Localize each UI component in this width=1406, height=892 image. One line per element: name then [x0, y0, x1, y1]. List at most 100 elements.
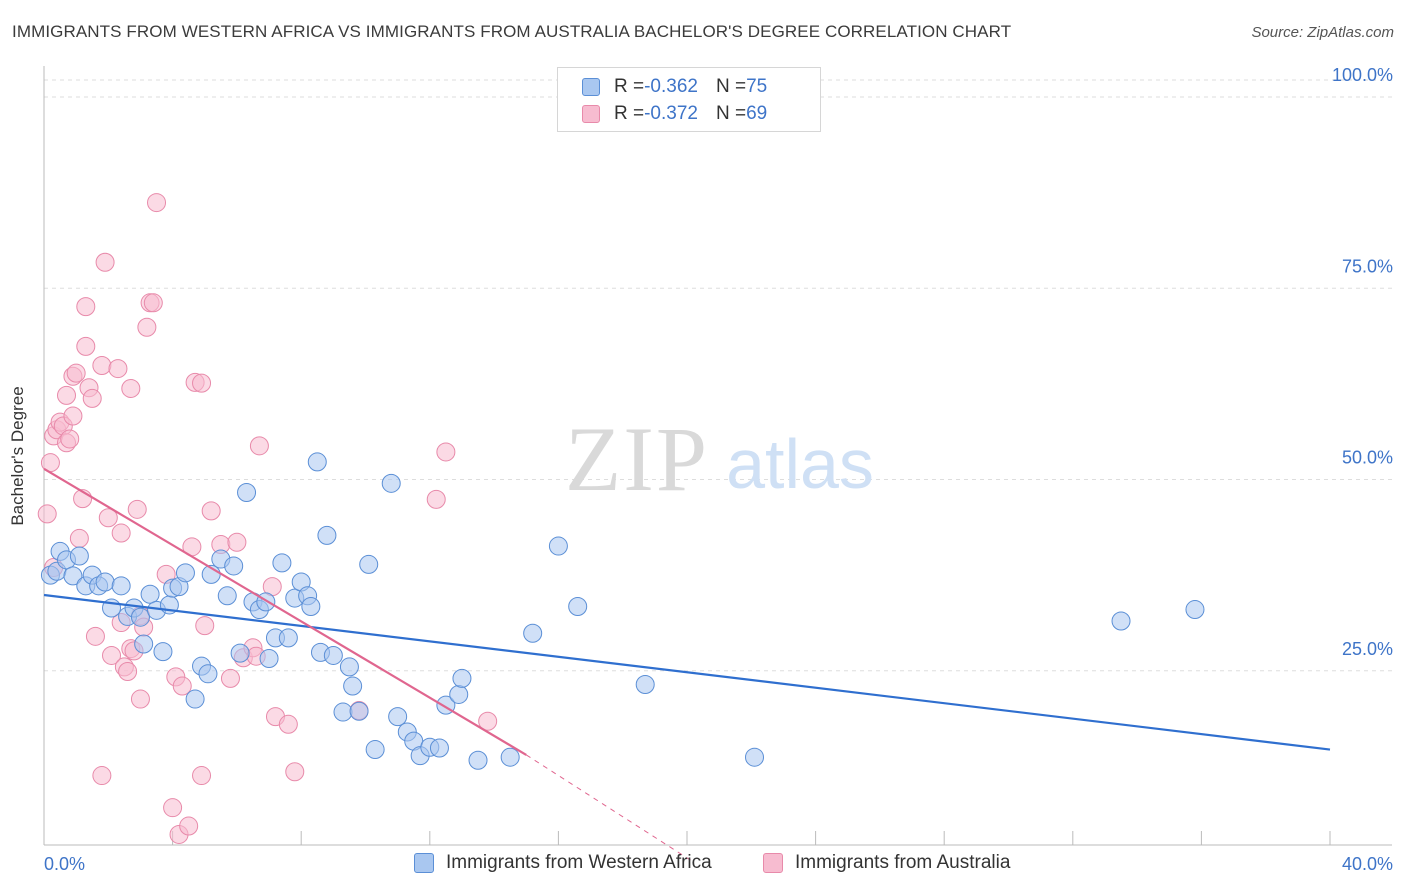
- legend-n-label: N =: [715, 103, 747, 124]
- series-western-africa-points: [40, 452, 1205, 770]
- bottom-legend-swatch-pink: [763, 853, 783, 873]
- data-point-western-africa: [381, 473, 401, 493]
- watermark-zip: ZIP: [565, 408, 709, 510]
- data-point-western-africa: [230, 643, 250, 663]
- data-point-western-africa: [237, 483, 257, 503]
- data-point-western-africa: [63, 566, 83, 586]
- data-point-western-africa: [1111, 611, 1131, 631]
- legend-r-label: R =: [614, 76, 645, 97]
- data-point-australia: [57, 385, 77, 405]
- data-point-australia: [92, 356, 112, 376]
- legend-r-label: R =: [614, 103, 645, 124]
- data-point-australia: [172, 676, 192, 696]
- y-tick-label: 100.0%: [1332, 65, 1393, 85]
- data-point-australia: [143, 293, 163, 313]
- data-point-western-africa: [1185, 600, 1205, 620]
- legend-r-value: -0.372: [644, 103, 698, 124]
- data-point-western-africa: [153, 642, 173, 662]
- trend-line-western-africa: [43, 593, 1331, 751]
- data-point-australia: [227, 532, 247, 552]
- data-point-western-africa: [175, 563, 195, 583]
- legend-n-value: 75: [746, 76, 768, 97]
- data-point-australia: [163, 798, 183, 818]
- data-point-western-africa: [278, 628, 298, 648]
- data-point-western-africa: [307, 452, 327, 472]
- data-point-australia: [436, 442, 456, 462]
- data-point-western-africa: [452, 668, 472, 688]
- data-point-western-africa: [568, 596, 588, 616]
- data-point-western-africa: [429, 738, 449, 758]
- data-point-western-africa: [500, 747, 520, 767]
- data-point-western-africa: [339, 657, 359, 677]
- data-point-australia: [285, 762, 305, 782]
- data-point-australia: [98, 508, 118, 528]
- legend-swatch-blue: [582, 78, 600, 96]
- data-point-australia: [137, 317, 157, 337]
- data-point-western-africa: [217, 586, 237, 606]
- y-tick-label: 25.0%: [1342, 639, 1393, 659]
- data-point-western-africa: [365, 740, 385, 760]
- legend-n-label: N =: [715, 76, 747, 97]
- data-point-australia: [118, 662, 138, 682]
- data-point-australia: [192, 766, 212, 786]
- data-point-australia: [82, 388, 102, 408]
- data-point-western-africa: [523, 623, 543, 643]
- data-point-australia: [278, 714, 298, 734]
- correlation-legend: R = -0.362 N = 75 R = -0.372 N = 69: [557, 67, 821, 132]
- chart-title: IMMIGRANTS FROM WESTERN AFRICA VS IMMIGR…: [12, 22, 1012, 41]
- data-point-western-africa: [323, 645, 343, 665]
- bottom-legend-swatch-blue: [414, 853, 434, 873]
- data-point-western-africa: [259, 649, 279, 669]
- data-point-australia: [111, 523, 131, 543]
- data-point-western-africa: [359, 554, 379, 574]
- data-point-australia: [195, 616, 215, 636]
- data-point-western-africa: [272, 553, 292, 573]
- axes: [43, 66, 1392, 846]
- bottom-legend-label: Immigrants from Australia: [795, 852, 1011, 873]
- trend-lines: [43, 467, 1331, 863]
- data-point-australia: [76, 297, 96, 317]
- data-point-western-africa: [343, 676, 363, 696]
- data-point-australia: [85, 626, 105, 646]
- bottom-legend-australia: Immigrants from Australia: [763, 852, 1010, 874]
- data-point-australia: [95, 252, 115, 272]
- data-point-australia: [76, 336, 96, 356]
- data-point-western-africa: [388, 707, 408, 727]
- data-point-western-africa: [140, 584, 160, 604]
- data-point-australia: [249, 436, 269, 456]
- data-point-australia: [63, 406, 83, 426]
- data-point-western-africa: [95, 572, 115, 592]
- data-point-australia: [127, 499, 147, 519]
- data-point-australia: [130, 689, 150, 709]
- data-point-western-africa: [317, 525, 337, 545]
- data-point-western-africa: [69, 546, 89, 566]
- data-point-western-africa: [134, 634, 154, 654]
- data-point-australia: [426, 489, 446, 509]
- bottom-legend-western-africa: Immigrants from Western Africa: [414, 852, 712, 874]
- watermark: ZIP atlas: [565, 408, 874, 510]
- data-point-australia: [121, 378, 141, 398]
- data-point-australia: [220, 668, 240, 688]
- data-point-western-africa: [198, 664, 218, 684]
- legend-row-australia: R = -0.372 N = 69: [582, 101, 767, 127]
- legend-swatch-pink: [582, 105, 600, 123]
- gridlines: [44, 79, 1392, 672]
- data-point-australia: [102, 645, 122, 665]
- bottom-legend-label: Immigrants from Western Africa: [446, 852, 712, 873]
- source-label: Source: ZipAtlas.com: [1251, 24, 1394, 41]
- data-point-western-africa: [224, 556, 244, 576]
- data-point-western-africa: [185, 689, 205, 709]
- legend-r-value: -0.362: [644, 76, 698, 97]
- data-point-western-africa: [548, 536, 568, 556]
- y-tick-label: 75.0%: [1342, 256, 1393, 276]
- data-point-australia: [108, 359, 128, 379]
- data-point-australia: [478, 711, 498, 731]
- data-point-australia: [192, 373, 212, 393]
- legend-n-value: 69: [746, 103, 768, 124]
- data-point-western-africa: [333, 702, 353, 722]
- data-point-western-africa: [301, 596, 321, 616]
- data-point-western-africa: [349, 701, 369, 721]
- y-tick-label: 50.0%: [1342, 448, 1393, 468]
- data-point-western-africa: [745, 747, 765, 767]
